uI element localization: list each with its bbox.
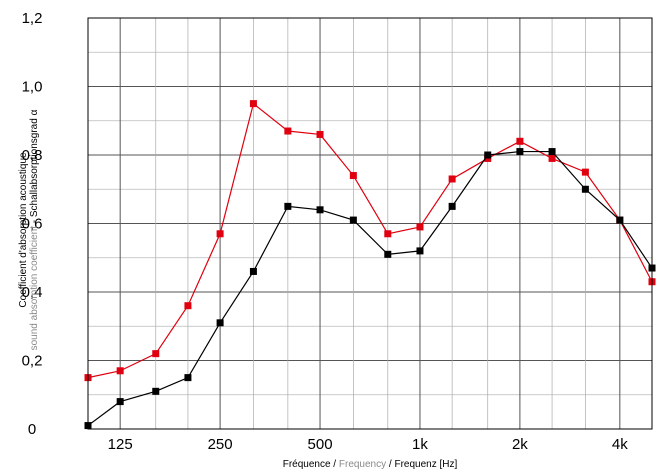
series-point xyxy=(416,223,424,231)
x-tick-label: 1k xyxy=(412,436,428,453)
x-tick-label: 250 xyxy=(208,436,233,453)
plot-frame xyxy=(87,17,653,430)
series-point xyxy=(316,130,324,138)
x-axis-label-english: Frequency xyxy=(339,459,386,470)
x-axis-label: Fréquence / Frequency / Frequenz [Hz] xyxy=(283,459,458,470)
x-tick-label: 2k xyxy=(512,436,528,453)
series-point xyxy=(484,151,492,159)
y-tick-label: 0,4 xyxy=(22,284,43,301)
series-point xyxy=(152,387,160,395)
series-point xyxy=(448,202,456,210)
series-point xyxy=(516,148,524,156)
grid xyxy=(88,18,652,429)
series-point xyxy=(516,137,524,145)
series-point xyxy=(249,267,257,275)
svg-text:sound absorption coefficient -: sound absorption coefficient - Schallabs… xyxy=(29,109,40,350)
series-point xyxy=(384,250,392,258)
series-point xyxy=(116,398,124,406)
series-point xyxy=(184,374,192,382)
x-axis-label-french: Fréquence / xyxy=(283,459,339,470)
series-point xyxy=(184,302,192,310)
series-point xyxy=(316,206,324,214)
series-point xyxy=(548,154,556,162)
series-point xyxy=(448,175,456,183)
series-point xyxy=(284,127,292,135)
series-point xyxy=(216,230,224,238)
y-axis-label-line1: Coefficient d'absorption acoustique xyxy=(18,152,29,308)
y-axis-label-english: sound absorption coefficient xyxy=(29,226,40,351)
y-tick-labels: 0 0,2 0,4 0,6 0,8 1,0 1,2 xyxy=(22,10,43,438)
series-1 xyxy=(84,148,656,430)
y-tick-label: 0,8 xyxy=(22,147,43,164)
series-point xyxy=(216,319,224,327)
x-axis-label-german: / Frequenz [Hz] xyxy=(386,459,457,470)
y-tick-label: 1,2 xyxy=(22,10,43,27)
y-tick-label: 0 xyxy=(28,421,36,438)
x-tick-label: 4k xyxy=(612,436,628,453)
y-tick-label: 0,6 xyxy=(22,216,43,233)
series-point xyxy=(416,247,424,255)
series-line xyxy=(87,102,653,379)
series-point xyxy=(384,230,392,238)
series-point xyxy=(116,367,124,375)
series-point xyxy=(152,350,160,358)
svg-text:Coefficient d'absorption acous: Coefficient d'absorption acoustique xyxy=(18,152,29,308)
y-axis-label-german: - Schallabsorptionsgrad α xyxy=(29,109,40,226)
y-tick-label: 1,0 xyxy=(22,79,43,96)
x-tick-labels: 125 250 500 1k 2k 4k xyxy=(108,436,629,453)
series-point xyxy=(616,216,624,224)
data-series xyxy=(84,100,656,430)
series-point xyxy=(581,185,589,193)
series-point xyxy=(349,172,357,180)
series-point xyxy=(284,202,292,210)
series-point xyxy=(548,148,556,156)
y-tick-label: 0,2 xyxy=(22,353,43,370)
x-tick-label: 500 xyxy=(308,436,333,453)
y-axis-label: Coefficient d'absorption acoustique soun… xyxy=(18,109,40,350)
series-point xyxy=(349,216,357,224)
series-point xyxy=(581,168,589,176)
series-point xyxy=(249,100,257,108)
series-line xyxy=(87,150,653,427)
x-tick-label: 125 xyxy=(108,436,133,453)
